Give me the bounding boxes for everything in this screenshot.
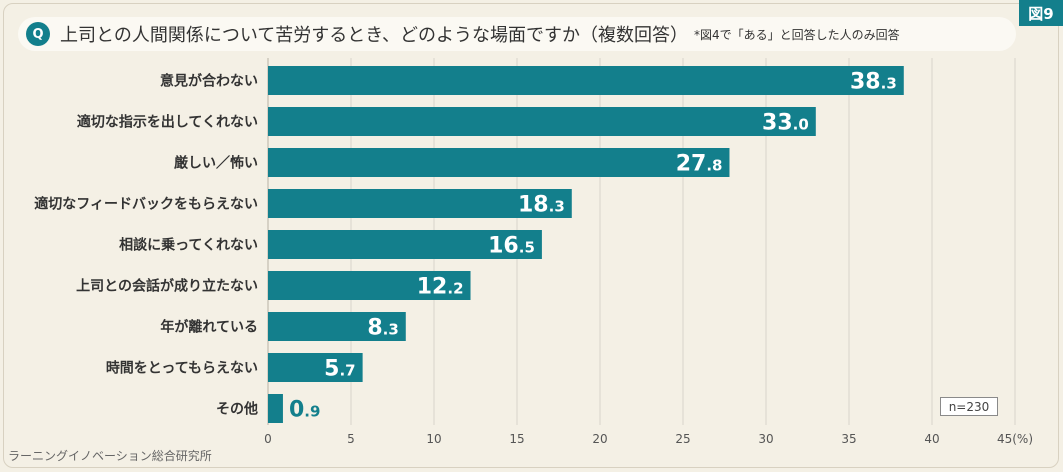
- bar: [268, 230, 542, 259]
- value-label: 8.3: [367, 316, 398, 341]
- bar: [268, 107, 816, 136]
- category-label: 厳しい／怖い: [174, 155, 258, 172]
- source-credit: ラーニングイノベーション総合研究所: [8, 449, 212, 463]
- value-label: 38.3: [850, 70, 897, 95]
- x-tick-label: 45(%): [997, 432, 1033, 446]
- category-label: その他: [216, 401, 258, 418]
- x-tick-label: 30: [758, 432, 773, 446]
- value-label: 5.7: [324, 357, 355, 382]
- chart-frame: [3, 3, 1059, 468]
- bar: [268, 394, 283, 423]
- x-tick-label: 25: [675, 432, 690, 446]
- value-label: 16.5: [488, 234, 535, 259]
- x-axis-ticks: 0 5 10 15 20 25 30 35 40 45(%): [264, 432, 1033, 446]
- x-tick-label: 5: [347, 432, 355, 446]
- x-tick-label: 10: [426, 432, 441, 446]
- bar: [268, 312, 406, 341]
- x-tick-label: 15: [509, 432, 524, 446]
- x-tick-label: 35: [841, 432, 856, 446]
- bar: [268, 148, 730, 177]
- figure-label: 図9: [1019, 0, 1063, 26]
- category-label: 適切なフィードバックをもらえない: [34, 196, 258, 213]
- category-label: 時間をとってもらえない: [106, 360, 258, 377]
- question-header: Q 上司との人間関係について苦労するとき、どのような場面ですか（複数回答） *図…: [18, 17, 1016, 51]
- category-label: 相談に乗ってくれない: [119, 237, 258, 254]
- value-label: 33.0: [762, 111, 809, 136]
- x-tick-label: 20: [592, 432, 607, 446]
- category-label: 意見が合わない: [160, 73, 258, 90]
- bar: [268, 271, 471, 300]
- sample-size-label: n=230: [940, 397, 998, 416]
- value-label: 0.9: [289, 398, 320, 423]
- value-labels: 38.3 33.0 27.8 18.3 16.5 12.2 8.3 5.70.9: [289, 70, 897, 423]
- bars: [268, 66, 904, 423]
- x-tick-label: 0: [264, 432, 272, 446]
- bar: [268, 353, 363, 382]
- value-label: 27.8: [676, 152, 723, 177]
- bar: [268, 189, 572, 218]
- value-label: 18.3: [518, 193, 565, 218]
- x-tick-label: 40: [924, 432, 939, 446]
- category-label: 適切な指示を出してくれない: [77, 114, 258, 131]
- question-badge: Q: [26, 22, 50, 46]
- category-label: 上司との会話が成り立たない: [76, 278, 258, 295]
- category-label: 年が離れている: [160, 319, 258, 336]
- category-labels: 意見が合わない適切な指示を出してくれない厳しい／怖い適切なフィードバックをもらえ…: [34, 73, 258, 418]
- chart-note: *図4で「ある」と回答した人のみ回答: [694, 27, 900, 42]
- bar: [268, 66, 904, 95]
- value-label: 12.2: [417, 275, 464, 300]
- chart-title: 上司との人間関係について苦労するとき、どのような場面ですか（複数回答）: [60, 25, 689, 46]
